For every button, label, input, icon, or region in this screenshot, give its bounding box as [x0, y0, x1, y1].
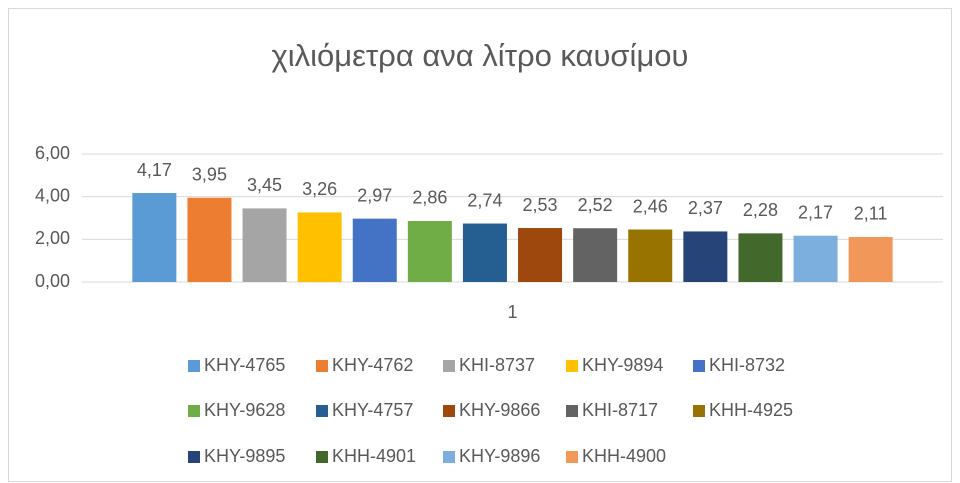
data-label: 2,52	[578, 195, 613, 215]
legend-swatch	[443, 360, 455, 372]
data-label: 2,37	[688, 198, 723, 218]
legend-label: KHI-8737	[459, 355, 535, 375]
bar	[187, 197, 232, 282]
chart-title: χιλιόμετρα ανα λίτρο καυσίμου	[271, 38, 688, 73]
legend-swatch	[693, 360, 705, 372]
data-label: 2,11	[854, 204, 888, 224]
legend-label: KHY-4765	[204, 355, 285, 375]
bar	[738, 233, 783, 282]
data-label: 2,86	[412, 188, 447, 208]
bar	[848, 236, 893, 282]
data-label: 3,45	[247, 175, 282, 195]
data-label: 2,74	[467, 190, 502, 210]
y-tick-label: 4,00	[35, 185, 70, 205]
legend-swatch	[188, 360, 200, 372]
legend-swatch	[566, 405, 578, 417]
bar	[683, 231, 728, 282]
legend-label: KHH-4925	[709, 400, 793, 420]
legend-label: KHY-9628	[204, 400, 285, 420]
bar	[242, 208, 287, 282]
legend-label: KHH-4900	[582, 446, 666, 466]
legend-label: KHY-9895	[204, 446, 285, 466]
data-label: 3,26	[302, 179, 337, 199]
bar	[793, 235, 838, 282]
bar	[518, 228, 563, 282]
legend-swatch	[316, 451, 328, 463]
legend-swatch	[316, 360, 328, 372]
legend-swatch	[316, 405, 328, 417]
y-tick-label: 6,00	[35, 143, 70, 163]
legend-label: KHY-4762	[332, 355, 413, 375]
bar	[297, 212, 342, 282]
legend-label: KHI-8732	[709, 355, 785, 375]
bar	[407, 220, 452, 282]
data-label: 4,17	[137, 160, 172, 180]
data-label: 2,97	[357, 185, 392, 205]
legend-label: KHY-4757	[332, 400, 413, 420]
data-label: 2,53	[523, 195, 558, 215]
legend-label: KHY-9866	[459, 400, 540, 420]
y-tick-label: 0,00	[35, 271, 70, 291]
y-tick-label: 2,00	[35, 228, 70, 248]
data-label: 2,28	[743, 200, 778, 220]
legend-swatch	[566, 451, 578, 463]
data-label: 2,46	[633, 196, 668, 216]
legend-swatch	[693, 405, 705, 417]
bar	[132, 193, 177, 282]
bar	[462, 223, 507, 282]
legend-label: KHH-4901	[332, 446, 416, 466]
legend-swatch	[188, 451, 200, 463]
bar	[573, 228, 618, 282]
bar	[352, 218, 397, 282]
legend-swatch	[443, 405, 455, 417]
legend-swatch	[188, 405, 200, 417]
legend-label: KHY-9896	[459, 446, 540, 466]
bar	[628, 229, 673, 282]
legend-swatch	[566, 360, 578, 372]
legend-swatch	[443, 451, 455, 463]
data-label: 3,95	[192, 164, 227, 184]
x-tick-label: 1	[507, 302, 517, 322]
data-label: 2,17	[798, 202, 833, 222]
legend-label: KHI-8717	[582, 400, 658, 420]
legend-label: KHY-9894	[582, 355, 663, 375]
